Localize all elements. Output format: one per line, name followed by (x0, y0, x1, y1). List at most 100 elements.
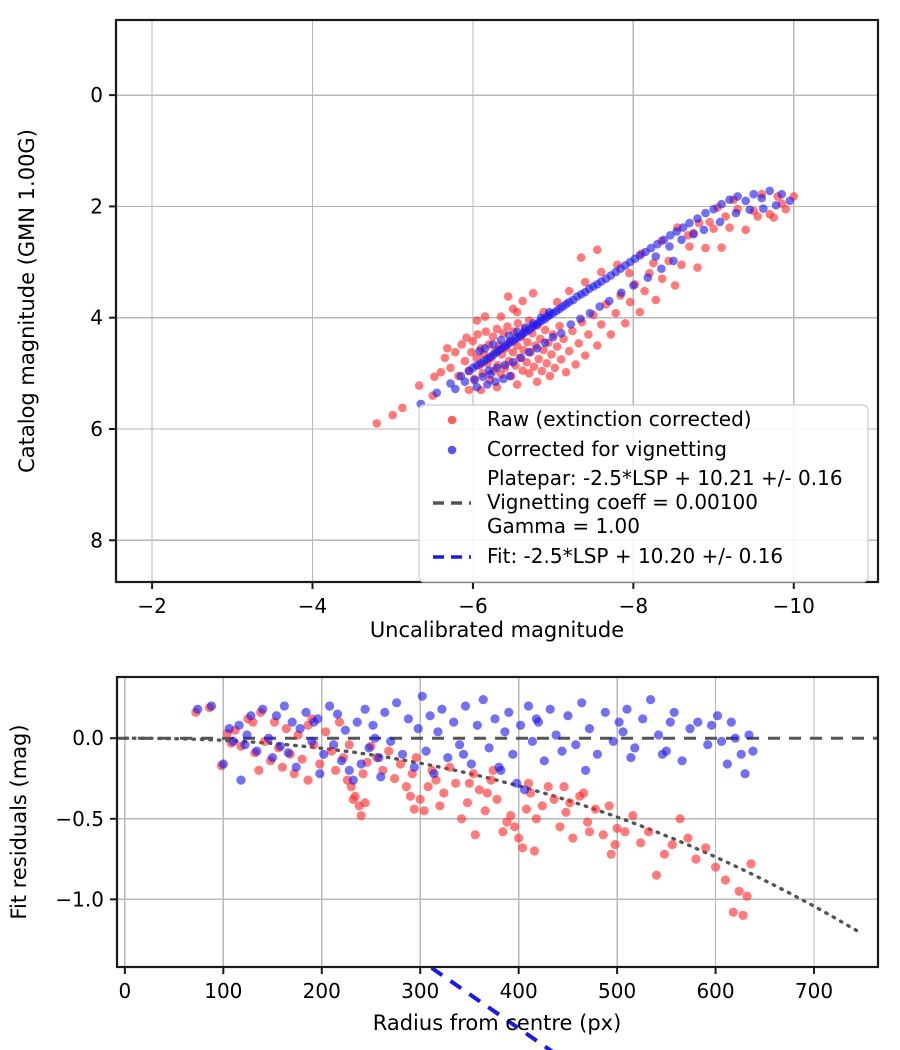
ytick-label: 2 (90, 194, 103, 218)
data-point (436, 367, 446, 377)
data-point (443, 753, 453, 763)
data-point (267, 753, 278, 763)
xtick-label: −8 (619, 594, 648, 618)
xtick-label: 400 (500, 979, 538, 1003)
vignetting-curve (123, 736, 860, 934)
data-point (584, 724, 595, 734)
data-point (401, 782, 411, 792)
data-point (508, 749, 518, 759)
data-point (439, 788, 449, 798)
data-point (488, 332, 498, 341)
data-point (334, 717, 345, 727)
data-point (287, 717, 297, 727)
data-point (555, 822, 565, 832)
data-point (467, 347, 476, 357)
data-point (738, 910, 748, 921)
xtick-label: 100 (204, 979, 242, 1003)
xtick-label: −4 (298, 594, 327, 618)
data-point (435, 801, 445, 811)
data-point (625, 297, 635, 307)
data-point (630, 743, 640, 753)
xtick-label: 0 (119, 979, 132, 1003)
calibration-data-points (372, 186, 799, 428)
data-point (421, 746, 431, 756)
residuals-yaxis-title: Fit residuals (mag) (7, 724, 31, 919)
data-point (640, 286, 649, 296)
data-point (593, 341, 602, 350)
data-point (403, 714, 413, 724)
data-point (611, 308, 620, 318)
data-point (508, 347, 518, 357)
data-point (605, 296, 614, 306)
legend-entry-label: Raw (extinction corrected) (487, 407, 752, 431)
data-point (498, 827, 508, 837)
legend-entry-label: Fit: -2.5*LSP + 10.20 +/- 0.16 (487, 544, 783, 568)
data-point (356, 759, 366, 769)
data-point (728, 907, 738, 917)
xtick-label: −2 (137, 594, 166, 618)
data-point (598, 830, 608, 840)
data-point (386, 736, 396, 747)
data-point (529, 846, 540, 856)
data-point (672, 227, 681, 236)
data-point (583, 817, 593, 827)
data-point (433, 727, 443, 737)
data-point (717, 243, 726, 252)
data-point (512, 327, 522, 336)
data-point (484, 743, 494, 753)
data-point (742, 891, 752, 901)
data-point (550, 363, 560, 373)
data-point (516, 720, 526, 730)
data-point (344, 740, 354, 750)
data-point (564, 346, 574, 356)
data-point (508, 357, 518, 367)
data-point (629, 281, 638, 290)
data-point (669, 707, 679, 718)
data-point (584, 330, 593, 339)
data-point (651, 252, 661, 261)
data-point (374, 753, 384, 763)
data-point (604, 801, 614, 811)
data-point (503, 292, 513, 301)
data-point (332, 709, 343, 719)
data-point (717, 199, 726, 209)
data-point (425, 711, 435, 721)
data-point (468, 336, 478, 346)
data-point (534, 354, 543, 364)
data-point (283, 748, 293, 758)
data-point (470, 375, 479, 385)
data-point (504, 331, 514, 340)
data-point (536, 313, 546, 323)
data-point (483, 380, 492, 389)
data-point (580, 277, 590, 287)
data-point (552, 342, 562, 351)
data-point (564, 286, 574, 296)
data-point (643, 273, 653, 282)
data-point (472, 720, 482, 730)
residuals-plot-background (117, 677, 878, 967)
data-point (473, 330, 483, 339)
data-point (364, 743, 374, 753)
data-point (380, 707, 390, 718)
data-point (360, 704, 370, 714)
data-point (677, 260, 686, 270)
data-point (646, 243, 656, 253)
data-point (566, 320, 576, 329)
calibration-legend[interactable]: Raw (extinction corrected) Corrected for … (418, 404, 869, 583)
data-point (701, 208, 710, 218)
data-point (644, 827, 654, 837)
data-point (677, 235, 686, 245)
data-point (472, 382, 482, 392)
data-point (419, 806, 429, 816)
data-point (722, 759, 733, 769)
data-point (443, 344, 452, 353)
data-point (252, 746, 262, 756)
data-point (398, 403, 407, 413)
data-point (555, 321, 564, 331)
data-point (731, 208, 741, 218)
data-point (384, 746, 394, 756)
data-point (523, 337, 532, 347)
data-point (512, 307, 522, 317)
data-point (653, 730, 664, 740)
data-point (437, 704, 447, 714)
